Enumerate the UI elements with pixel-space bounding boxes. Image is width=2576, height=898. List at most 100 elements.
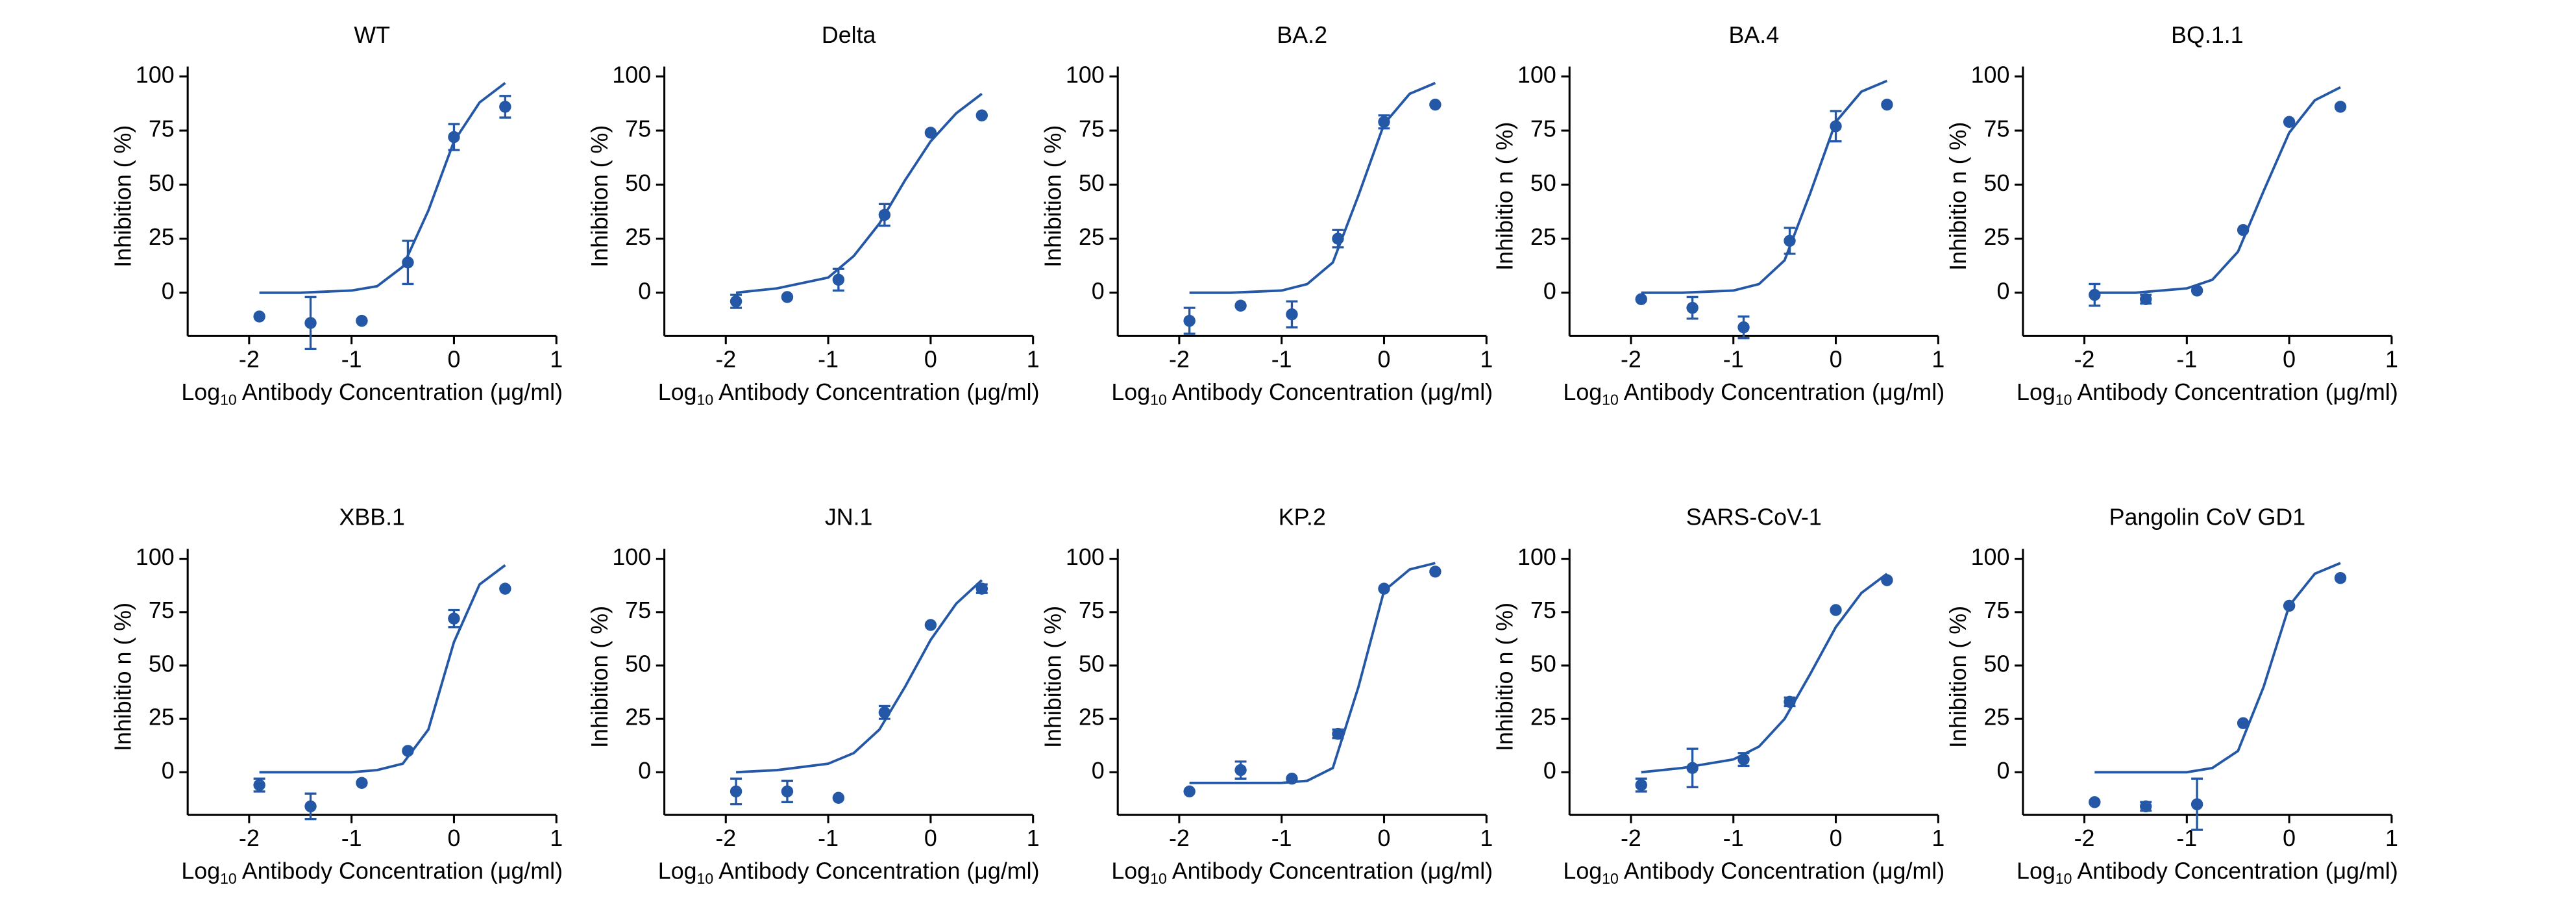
y-tick-label: 100	[1971, 544, 2010, 570]
data-point	[1286, 772, 1298, 785]
panel-title: BA.2	[1277, 22, 1327, 48]
y-tick-label: 75	[1079, 597, 1105, 623]
y-tick-label: 100	[612, 544, 651, 570]
y-tick-label: 50	[625, 170, 651, 196]
y-tick-label: 75	[149, 597, 175, 623]
x-tick-label: -2	[239, 346, 260, 372]
x-tick-label: 1	[1480, 825, 1493, 851]
x-tick-label: -1	[818, 825, 839, 851]
y-tick-label: 50	[1984, 170, 2010, 196]
y-tick-label: 50	[1530, 651, 1556, 677]
y-tick-label: 0	[1996, 758, 2009, 784]
panel-title: XBB.1	[339, 505, 405, 530]
data-point	[1635, 293, 1647, 306]
y-tick-label: 50	[149, 651, 175, 677]
x-axis-label: Log10 Antibody Concentration (μg/ml)	[2017, 379, 2398, 408]
panel: KP.2 0 25 50 75 100 -2 -1 0 1 Inhibition ( %) Log10…	[1040, 505, 1493, 887]
data-point	[1830, 604, 1842, 616]
panel: WT 0 25 50 75 100 -2 -1 0 1 Inhibition ( %) Log10 A…	[110, 22, 563, 408]
y-tick-label: 0	[1543, 278, 1556, 304]
y-tick-label: 100	[136, 544, 175, 570]
x-tick-label: -1	[1723, 346, 1744, 372]
fit-curve	[1189, 562, 1436, 784]
y-axis-label: Inhibition ( %)	[110, 125, 136, 268]
fit-curve	[259, 82, 506, 294]
y-tick-label: 75	[1984, 116, 2010, 142]
data-point	[1183, 314, 1196, 327]
y-tick-label: 50	[149, 170, 175, 196]
x-axis-label: Log10 Antibody Concentration (μg/ml)	[2017, 858, 2398, 887]
x-tick-label: 0	[1378, 346, 1391, 372]
y-axis-label: Inhibition ( %)	[1040, 125, 1066, 268]
x-axis-label-part: Antibody Concentration (μg/ml)	[237, 379, 563, 405]
x-tick-label: 1	[1480, 346, 1493, 372]
data-point	[499, 101, 511, 113]
data-point	[2190, 798, 2203, 810]
panel-title: Pangolin CoV GD1	[2109, 505, 2306, 530]
x-tick-label: -1	[1271, 346, 1292, 372]
fit-curve	[1189, 82, 1436, 294]
x-tick-label: -1	[1723, 825, 1744, 851]
y-tick-label: 100	[136, 62, 175, 88]
y-tick-label: 0	[162, 758, 175, 784]
y-axis-label: Inhibitio n ( %)	[1945, 122, 1971, 271]
x-axis-label-part: 10	[697, 870, 714, 887]
y-axis-label: Inhibitio n ( %)	[1491, 603, 1517, 751]
data-point	[730, 295, 742, 308]
data-point	[832, 273, 845, 286]
data-point	[2334, 101, 2347, 113]
y-axis-label: Inhibitio n ( %)	[1491, 122, 1517, 271]
data-point	[1635, 779, 1647, 792]
y-tick-label: 0	[638, 278, 651, 304]
data-point	[878, 208, 891, 221]
fit-curve	[259, 564, 506, 774]
y-tick-label: 0	[1543, 758, 1556, 784]
x-axis-label-part: 10	[1150, 391, 1167, 408]
x-axis-label-part: 10	[2055, 870, 2072, 887]
data-point	[2334, 571, 2347, 584]
x-tick-label: 1	[1932, 346, 1944, 372]
data-point	[1378, 582, 1390, 595]
fit-curve	[735, 92, 983, 294]
y-tick-label: 25	[625, 705, 651, 730]
panel-title: JN.1	[825, 505, 873, 530]
x-axis-label-part: 10	[220, 870, 237, 887]
data-point	[356, 777, 368, 789]
x-tick-label: -2	[1169, 346, 1190, 372]
y-tick-label: 50	[1079, 651, 1105, 677]
data-point	[2190, 284, 2203, 297]
y-tick-label: 25	[149, 705, 175, 730]
x-tick-label: -1	[341, 825, 362, 851]
panel: BA.2 0 25 50 75 100 -2 -1 0 1 Inhibition ( %) Log10…	[1040, 22, 1493, 408]
x-axis-label-part: Antibody Concentration (μg/ml)	[1619, 379, 1944, 405]
y-axis-label: Inhibition ( %)	[1040, 606, 1066, 748]
y-tick-label: 75	[625, 597, 651, 623]
x-axis-label-part: Log	[1563, 858, 1602, 884]
x-tick-label: 0	[1830, 825, 1843, 851]
y-tick-label: 75	[1530, 116, 1556, 142]
x-tick-label: -2	[1621, 825, 1641, 851]
data-point	[2089, 288, 2101, 301]
data-point	[975, 109, 988, 121]
data-point	[1234, 764, 1247, 777]
x-axis-label-part: 10	[2055, 391, 2072, 408]
data-point	[2140, 293, 2152, 306]
data-point	[878, 706, 891, 719]
x-axis-label-part: Log	[1563, 379, 1602, 405]
x-tick-label: -2	[715, 346, 736, 372]
y-tick-label: 25	[1530, 705, 1556, 730]
x-tick-label: 0	[2283, 825, 2296, 851]
data-point	[402, 256, 414, 269]
data-point	[1784, 695, 1796, 708]
data-point	[1784, 234, 1796, 247]
x-axis-label: Log10 Antibody Concentration (μg/ml)	[181, 858, 563, 887]
panel: BQ.1.1 0 25 50 75 100 -2 -1 0 1 Inhibitio n ( %) Lo…	[1945, 22, 2398, 408]
panel-title: BQ.1.1	[2171, 22, 2243, 48]
x-axis-label: Log10 Antibody Concentration (μg/ml)	[658, 379, 1040, 408]
y-axis-label: Inhibition ( %)	[587, 125, 613, 268]
data-point	[1737, 753, 1750, 766]
panel-title: Delta	[822, 22, 876, 48]
y-tick-label: 75	[625, 116, 651, 142]
